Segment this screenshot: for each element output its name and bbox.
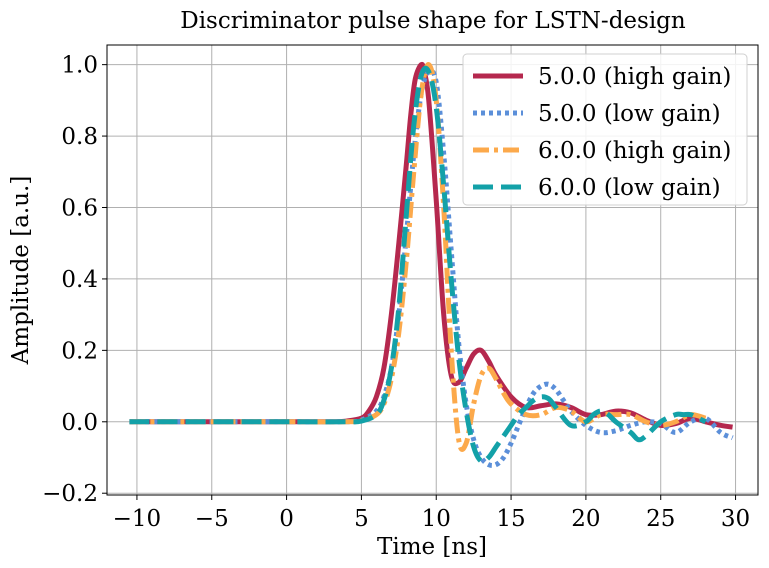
y-ticks: −0.2 0.0 0.2 0.4 0.6 0.8 1.0 — [42, 53, 107, 507]
chart-title: Discriminator pulse shape for LSTN-desig… — [180, 8, 686, 34]
legend-box — [462, 53, 748, 206]
series-line-4 — [129, 65, 707, 465]
x-tick-label: 5 — [354, 506, 369, 532]
x-tick-label: 10 — [422, 506, 451, 532]
plot-frame — [106, 44, 759, 496]
x-tick-label: 20 — [571, 506, 600, 532]
legend-label-3: 6.0.0 (high gain) — [538, 138, 731, 164]
y-tick-label: 1.0 — [61, 53, 98, 79]
y-tick-label: 0.4 — [61, 267, 98, 293]
x-tick-label: 25 — [646, 506, 675, 532]
x-tick-label: 0 — [279, 506, 294, 532]
legend-label-4: 6.0.0 (low gain) — [538, 175, 721, 201]
y-axis-label: Amplitude [a.u.] — [8, 176, 34, 366]
x-tick-label: 30 — [721, 506, 750, 532]
series-layer — [129, 61, 734, 469]
legend-label-1: 5.0.0 (high gain) — [538, 64, 731, 90]
x-tick-label: −5 — [195, 506, 229, 532]
x-tick-label: −10 — [113, 506, 162, 532]
y-tick-label: 0.2 — [61, 338, 98, 364]
series-line-2 — [129, 68, 734, 469]
x-tick-label: 15 — [496, 506, 525, 532]
x-ticks: −10 −5 0 5 10 15 20 25 30 — [113, 495, 750, 532]
y-tick-label: −0.2 — [42, 481, 98, 507]
y-tick-label: 0.6 — [61, 196, 98, 222]
y-tick-label: 0.0 — [61, 410, 98, 436]
y-tick-label: 0.8 — [61, 124, 98, 150]
legend: 5.0.0 (high gain) 5.0.0 (low gain) 6.0.0 (… — [462, 53, 748, 206]
x-axis-label: Time [ns] — [377, 534, 487, 560]
legend-label-2: 5.0.0 (low gain) — [538, 101, 721, 127]
